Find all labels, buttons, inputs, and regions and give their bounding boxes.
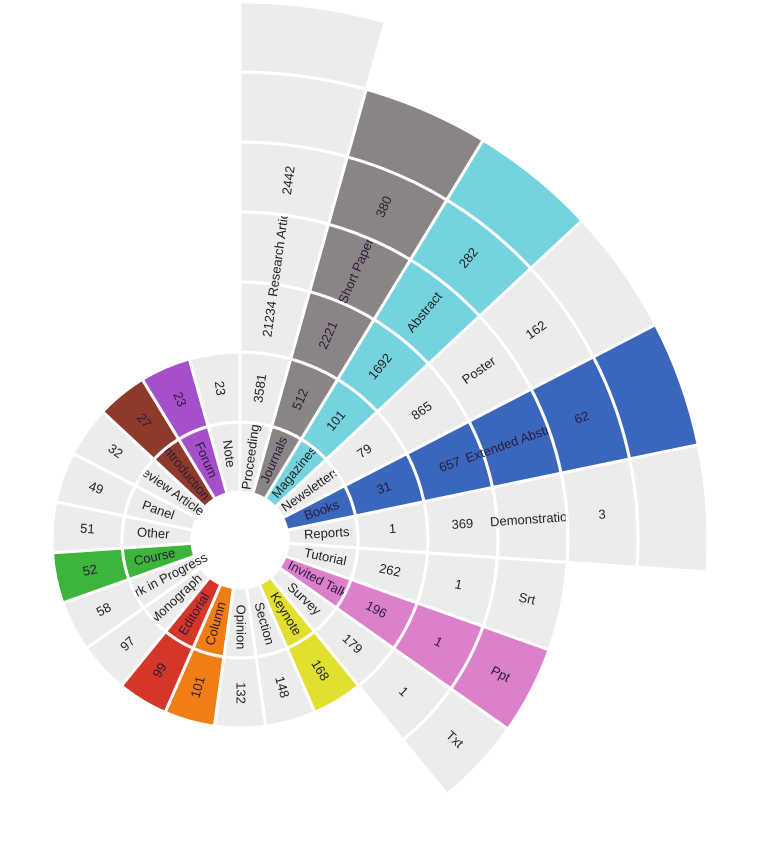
cell-label: 369: [451, 515, 474, 531]
cell-label: 51: [80, 521, 95, 537]
cell-label: 262: [378, 561, 402, 580]
cell-label: 132: [234, 682, 249, 704]
cell-label: Reports: [304, 524, 351, 542]
cell-label: 23: [170, 390, 190, 409]
cell-label: 2442: [279, 165, 298, 196]
cell-label: 148: [272, 675, 292, 700]
cell-label: 3581: [250, 373, 269, 404]
cell-label: 3: [598, 506, 606, 521]
cell-label: 21234: [259, 300, 279, 338]
cell-label: 101: [188, 675, 208, 700]
value-cell: [400, 686, 511, 797]
cell-label: Note: [220, 439, 239, 468]
cell-label: 52: [81, 561, 98, 579]
cell-label: 23: [212, 380, 229, 396]
cell-label: 99: [149, 660, 169, 680]
value-cell: [187, 350, 242, 429]
cell-label: 62: [572, 408, 591, 427]
cell-label: 49: [87, 478, 106, 497]
empty-cell: [627, 443, 710, 574]
cell-label: Demonstration: [490, 509, 575, 530]
cell-label: 31: [374, 478, 393, 497]
cell-label: Other: [137, 524, 171, 541]
cell-label: 58: [94, 599, 114, 619]
cell-label: 32: [105, 441, 125, 462]
cell-label: Opinion: [234, 605, 249, 650]
cell-label: 79: [354, 441, 374, 462]
empty-cell: [238, 0, 388, 92]
cell-label: 1: [388, 521, 396, 536]
cell-label: 1: [453, 576, 463, 592]
cell-label: 657: [437, 454, 462, 475]
cell-label: Srt: [517, 590, 537, 608]
